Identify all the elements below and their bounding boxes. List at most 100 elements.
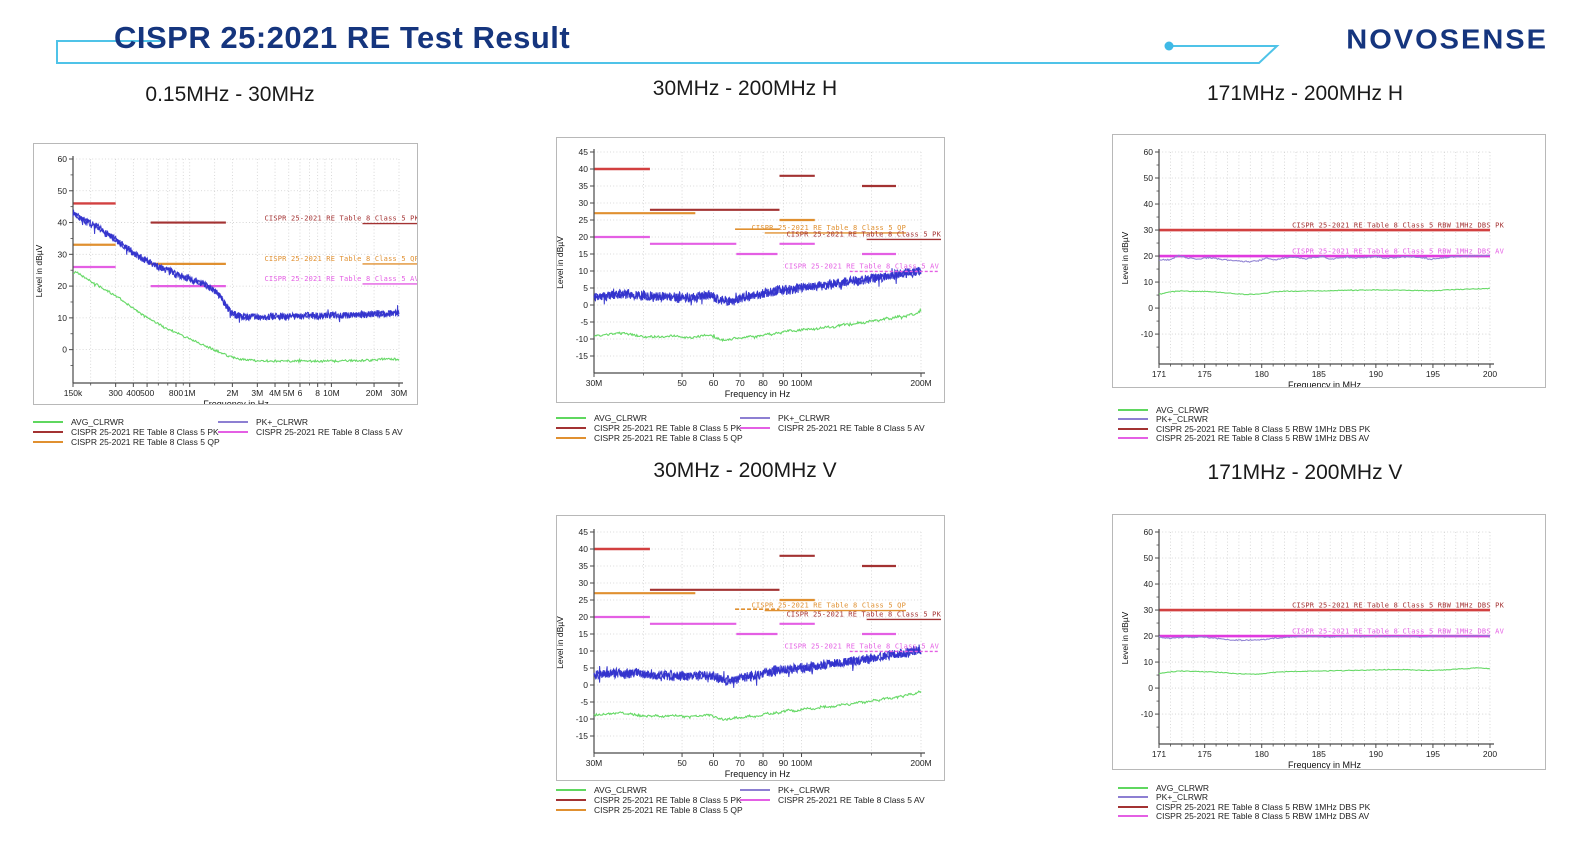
y-tick-label: 5 — [583, 283, 588, 293]
x-tick-label: 5M — [283, 388, 295, 398]
x-tick-label: 60 — [709, 758, 719, 768]
y-axis-title: Level in dBµV — [557, 236, 565, 289]
y-tick-label: 20 — [579, 232, 589, 242]
legend-label: AVG_CLRWR — [594, 785, 648, 795]
y-tick-label: 25 — [579, 595, 589, 605]
legend-label: CISPR 25-2021 RE Table 8 Class 5 AV — [778, 423, 925, 433]
legend-label: CISPR 25-2021 RE Table 8 Class 5 RBW 1MH… — [1156, 811, 1370, 822]
y-tick-label: 30 — [58, 249, 68, 259]
legend-color-sample — [1118, 408, 1148, 411]
y-tick-label: 45 — [579, 147, 589, 157]
y-tick-label: 50 — [1144, 173, 1154, 183]
trace-AVG_CLRWR — [593, 690, 922, 721]
legend-item: PK+_CLRWR — [218, 417, 403, 427]
y-axis-title: Level in dBµV — [1120, 611, 1130, 664]
legend-color-sample — [1118, 437, 1148, 440]
x-tick-label: 171 — [1152, 369, 1166, 379]
x-tick-label: 175 — [1198, 369, 1212, 379]
x-tick-label: 2M — [226, 388, 238, 398]
chart-canvas: 171 175 180 185 190 195 200 -10 0 10 20 30 40 50 60 Fre… — [1120, 527, 1504, 770]
legend-color-sample — [33, 431, 63, 433]
trace-AVG_CLRWR — [1158, 667, 1491, 675]
x-tick-label: 150k — [64, 388, 83, 398]
legend-color-sample — [556, 789, 586, 791]
y-tick-label: 30 — [579, 578, 589, 588]
x-tick-label: 70 — [735, 378, 745, 388]
y-tick-label: 60 — [1144, 527, 1154, 537]
x-axis-title: Frequency in Hz — [203, 399, 269, 404]
y-tick-label: -15 — [576, 351, 589, 361]
trace-PK+_CLRWR — [72, 211, 400, 322]
limit-label: CISPR 25-2021 RE Table 8 Class 5 AV — [784, 642, 939, 650]
x-tick-label: 190 — [1369, 749, 1383, 759]
x-tick-label: 50 — [677, 378, 687, 388]
legend-label: PK+_CLRWR — [778, 785, 831, 795]
legend-item: AVG_CLRWR — [1118, 405, 1370, 415]
legend-label: CISPR 25-2021 RE Table 8 Class 5 AV — [256, 427, 403, 437]
legend-label: CISPR 25-2021 RE Table 8 Class 5 QP — [594, 433, 743, 443]
legend-color-sample — [218, 431, 248, 433]
x-tick-label: 185 — [1312, 749, 1326, 759]
legend-item: PK+_CLRWR — [740, 785, 925, 795]
limit-label: CISPR 25-2021 RE Table 8 Class 5 PK — [786, 610, 941, 618]
x-tick-label: 90 — [779, 378, 789, 388]
y-tick-label: 10 — [579, 646, 589, 656]
x-tick-label: 180 — [1255, 749, 1269, 759]
x-tick-label: 70 — [735, 758, 745, 768]
chart-title: 0.15MHz - 30MHz — [145, 83, 315, 106]
trace-AVG_CLRWR — [72, 270, 400, 364]
legend-item: PK+_CLRWR — [1118, 792, 1370, 803]
x-axis-title: Frequency in MHz — [1288, 380, 1362, 387]
accent-dot — [1164, 41, 1174, 51]
y-tick-label: 60 — [1144, 147, 1154, 157]
trace-PK+_CLRWR — [593, 266, 922, 306]
x-tick-label: 80 — [758, 378, 768, 388]
legend-color-sample — [556, 417, 586, 419]
x-tick-label: 30M — [586, 758, 603, 768]
x-tick-label: 800 — [169, 388, 183, 398]
y-tick-label: -15 — [576, 731, 589, 741]
y-tick-label: 45 — [579, 527, 589, 537]
y-tick-label: 40 — [1144, 199, 1154, 209]
y-tick-label: 40 — [1144, 579, 1154, 589]
legend-color-sample — [33, 421, 63, 423]
y-tick-label: -10 — [576, 334, 589, 344]
y-tick-label: 0 — [62, 345, 67, 355]
limit-label: CISPR 25-2021 RE Table 8 Class 5 PK — [264, 215, 417, 223]
legend-label: CISPR 25-2021 RE Table 8 Class 5 QP — [71, 437, 220, 447]
y-axis-title: Level in dBµV — [34, 244, 44, 297]
y-tick-label: 50 — [1144, 553, 1154, 563]
x-tick-label: 60 — [709, 378, 719, 388]
chart-title: 171MHz - 200MHz V — [1207, 461, 1403, 484]
y-tick-label: 30 — [1144, 225, 1154, 235]
trace-PK+_CLRWR — [72, 209, 400, 323]
limit-label: CISPR 25-2021 RE Table 8 Class 5 QP — [264, 255, 417, 263]
brand-logo: NOVOSENSE — [1346, 24, 1548, 56]
y-tick-label: 20 — [1144, 251, 1154, 261]
x-tick-label: 300 — [109, 388, 123, 398]
legend-label: PK+_CLRWR — [256, 417, 309, 427]
x-tick-label: 100M — [791, 758, 812, 768]
x-tick-label: 6 — [298, 388, 303, 398]
x-axis-title: Frequency in MHz — [1288, 760, 1362, 769]
y-tick-label: 35 — [579, 561, 589, 571]
chart-card-chart-2: 30M 50 60 70 80 90 100M 200M -15 -10 -5 0 5 10 15 20 25 3… — [555, 137, 945, 403]
legend-label: PK+_CLRWR — [1156, 792, 1209, 803]
legend-item: CISPR 25-2021 RE Table 8 Class 5 PK — [33, 427, 220, 437]
legend-item: CISPR 25-2021 RE Table 8 Class 5 RBW 1MH… — [1118, 424, 1370, 434]
legend-color-sample — [740, 417, 770, 419]
chart-card-chart-4: 30M 50 60 70 80 90 100M 200M -15 -10 -5 0 5 10 15 20 25 3… — [555, 515, 945, 781]
legend-label: PK+_CLRWR — [778, 413, 831, 423]
chart-canvas: 30M 50 60 70 80 90 100M 200M -15 -10 -5 0 5 10 15 20 25 3… — [555, 147, 941, 399]
x-tick-label: 8 — [315, 388, 320, 398]
chart-title: 30MHz - 200MHz H — [652, 77, 838, 100]
legend-color-sample — [1118, 786, 1148, 789]
limit-label: CISPR 25-2021 RE Table 8 Class 5 RBW 1MH… — [1292, 222, 1504, 230]
legend-label: CISPR 25-2021 RE Table 8 Class 5 RBW 1MH… — [1156, 801, 1371, 812]
legend-label: CISPR 25-2021 RE Table 8 Class 5 PK — [71, 427, 219, 437]
y-tick-label: 20 — [579, 612, 589, 622]
x-tick-label: 185 — [1312, 369, 1326, 379]
chart-title: 171MHz - 200MHz H — [1206, 82, 1404, 105]
legend-item: CISPR 25-2021 RE Table 8 Class 5 QP — [556, 805, 743, 815]
y-tick-label: 40 — [58, 218, 68, 228]
